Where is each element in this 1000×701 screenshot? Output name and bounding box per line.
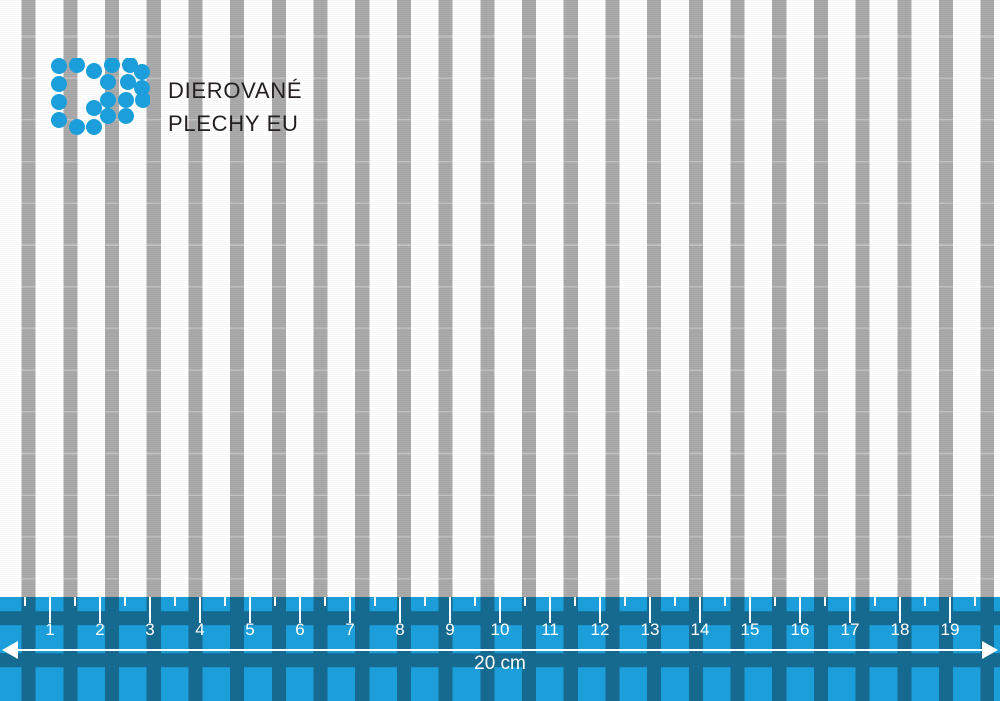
brand-line-2: PLECHY EU [168, 111, 299, 136]
ruler-tick-label: 13 [640, 620, 660, 639]
ruler-tick-minor [674, 597, 676, 606]
ruler-tick-major [749, 597, 751, 623]
ruler-tick-major [399, 597, 401, 623]
span-line [8, 649, 992, 651]
ruler-tick-label: 10 [490, 620, 510, 639]
ruler-tick-minor [74, 597, 76, 606]
ruler-tick-minor [924, 597, 926, 606]
ruler-tick-minor [274, 597, 276, 606]
ruler-tick-major [549, 597, 551, 623]
ruler-tick-major [49, 597, 51, 623]
ruler-tick-major [699, 597, 701, 623]
ruler-tick-major [249, 597, 251, 623]
brand-name: DIEROVANÉ PLECHY EU [168, 74, 302, 140]
ruler-tick-major [99, 597, 101, 623]
ruler-tick-minor [374, 597, 376, 606]
ruler-tick-major [799, 597, 801, 623]
ruler-tick-major [849, 597, 851, 623]
ruler-tick-label: 19 [940, 620, 960, 639]
ruler-tick-minor [774, 597, 776, 606]
ruler-tick-minor [474, 597, 476, 606]
ruler-tick-major [899, 597, 901, 623]
ruler-tick-label: 1 [45, 620, 55, 639]
ruler-tick-label: 2 [95, 620, 105, 639]
ruler-tick-minor [24, 597, 26, 606]
ruler-tick-label: 6 [295, 620, 305, 639]
ruler-tick-label: 4 [195, 620, 205, 639]
ruler-tick-label: 15 [740, 620, 760, 639]
ruler-tick-minor [974, 597, 976, 606]
ruler-tick-major [599, 597, 601, 623]
ruler-tick-major [149, 597, 151, 623]
ruler-tick-minor [174, 597, 176, 606]
ruler-tick-minor [574, 597, 576, 606]
ruler-tick-label: 7 [345, 620, 355, 639]
ruler-tick-minor [724, 597, 726, 606]
ruler-tick-major [949, 597, 951, 623]
brand-line-1: DIEROVANÉ [168, 78, 303, 103]
ruler-tick-label: 14 [690, 620, 710, 639]
ruler-tick-minor [424, 597, 426, 606]
ruler-tick-major [299, 597, 301, 623]
ruler-tick-major [499, 597, 501, 623]
ruler-tick-major [349, 597, 351, 623]
ruler-tick-label: 5 [245, 620, 255, 639]
ruler-tick-minor [224, 597, 226, 606]
ruler-tick-label: 11 [541, 620, 559, 639]
dp-dot-matrix-logo [50, 58, 150, 138]
ruler-tick-label: 16 [790, 620, 810, 639]
ruler-tick-major [649, 597, 651, 623]
ruler-tick-minor [624, 597, 626, 606]
arrow-right-icon [982, 641, 998, 659]
ruler-tick-minor [824, 597, 826, 606]
ruler-tick-label: 9 [445, 620, 455, 639]
span-label: 20 cm [474, 653, 526, 674]
ruler-tick-major [449, 597, 451, 623]
ruler-tick-major [199, 597, 201, 623]
ruler-tick-label: 8 [395, 620, 405, 639]
scale-ruler: 1 2 3 4 5 6 7 8 9 10 11 12 13 14 15 16 17 18 19 20 cm [0, 597, 1000, 701]
ruler-tick-label: 12 [590, 620, 610, 639]
ruler-tick-minor [124, 597, 126, 606]
ruler-tick-minor [524, 597, 526, 606]
ruler-tick-label: 18 [890, 620, 910, 639]
ruler-tick-label: 17 [840, 620, 860, 639]
ruler-tick-minor [324, 597, 326, 606]
ruler-tick-label: 3 [145, 620, 155, 639]
ruler-tick-minor [874, 597, 876, 606]
